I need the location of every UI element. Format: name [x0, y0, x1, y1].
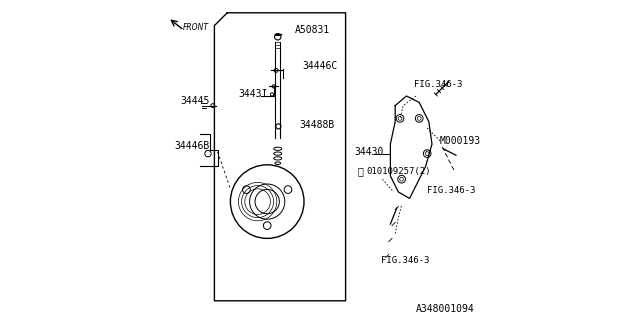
Text: A50831: A50831	[294, 25, 330, 36]
Text: FIG.346-3: FIG.346-3	[428, 186, 476, 195]
Text: 34445: 34445	[181, 96, 210, 106]
Text: M000193: M000193	[440, 136, 481, 146]
Text: 3443I: 3443I	[239, 89, 268, 100]
Text: 34488B: 34488B	[300, 120, 335, 130]
Text: 34430: 34430	[355, 147, 384, 157]
Text: 34446B: 34446B	[174, 140, 210, 151]
Text: FIG.346-3: FIG.346-3	[415, 80, 463, 89]
Text: 010109257(2): 010109257(2)	[366, 167, 431, 176]
Text: FRONT: FRONT	[182, 23, 209, 32]
Text: A348001094: A348001094	[416, 304, 475, 314]
Text: 34446C: 34446C	[302, 60, 338, 71]
Text: FIG.346-3: FIG.346-3	[381, 256, 429, 265]
Text: Ⓑ: Ⓑ	[357, 166, 363, 176]
